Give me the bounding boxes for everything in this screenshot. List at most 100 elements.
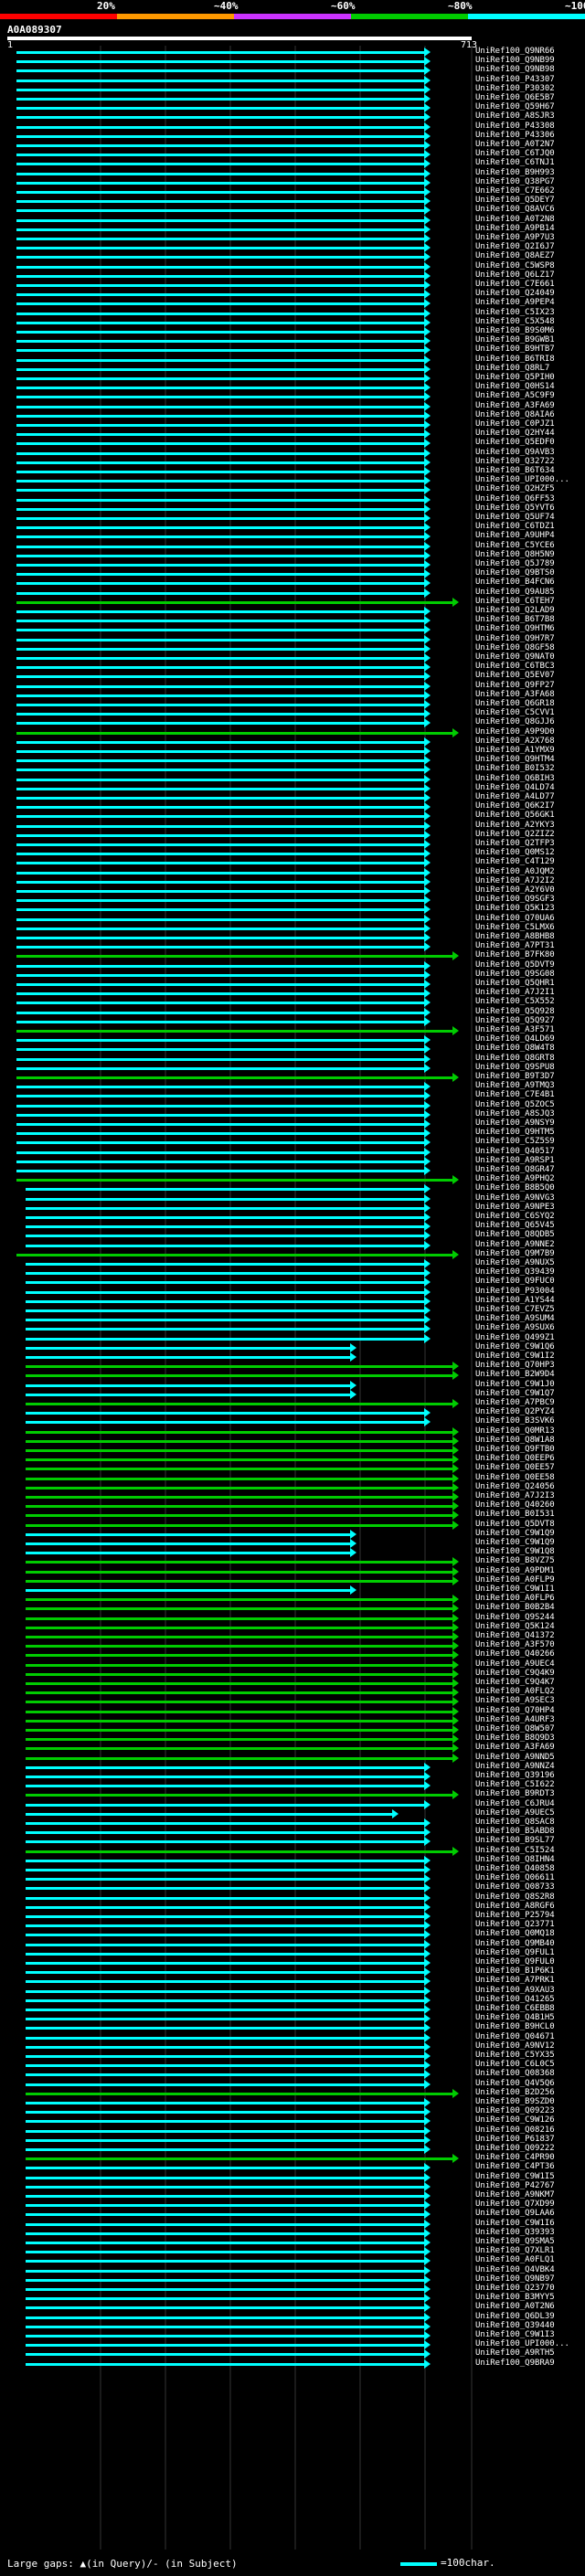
hit-id-link[interactable]: UniRef100_Q40517	[475, 1146, 555, 1156]
hit-id-link[interactable]: UniRef100_A0FLQ1	[475, 2255, 555, 2265]
hit-alignment-bar[interactable]	[26, 2213, 425, 2217]
hit-id-link[interactable]: UniRef100_B9T3D7	[475, 1072, 555, 1081]
hit-alignment-bar[interactable]	[26, 1272, 425, 1276]
hit-alignment-bar[interactable]	[16, 787, 425, 790]
hit-id-link[interactable]: UniRef100_A8BHB8	[475, 932, 555, 941]
hit-id-link[interactable]: UniRef100_B9H993	[475, 167, 555, 177]
hit-id-link[interactable]: UniRef100_Q5K123	[475, 904, 555, 914]
hit-alignment-bar[interactable]	[26, 2269, 425, 2273]
hit-id-link[interactable]: UniRef100_A3FA69	[475, 400, 555, 410]
hit-alignment-bar[interactable]	[16, 824, 425, 828]
hit-alignment-bar[interactable]	[16, 769, 425, 772]
hit-id-link[interactable]: UniRef100_C4T129	[475, 857, 555, 867]
hit-alignment-bar[interactable]	[16, 274, 425, 278]
hit-id-link[interactable]: UniRef100_C6TBC3	[475, 662, 555, 672]
hit-id-link[interactable]: UniRef100_A9PEP4	[475, 298, 555, 308]
hit-alignment-bar[interactable]	[26, 1206, 425, 1210]
hit-alignment-bar[interactable]	[26, 2344, 425, 2348]
hit-alignment-bar[interactable]	[16, 60, 425, 64]
hit-alignment-bar[interactable]	[16, 489, 425, 493]
hit-id-link[interactable]: UniRef100_Q2HZF5	[475, 484, 555, 494]
hit-alignment-bar[interactable]	[26, 1785, 425, 1788]
hit-alignment-bar[interactable]	[16, 471, 425, 473]
hit-id-link[interactable]: UniRef100_A0FLP6	[475, 1594, 555, 1604]
hit-alignment-bar[interactable]	[26, 1850, 452, 1853]
hit-id-link[interactable]: UniRef100_UPI000...	[475, 2339, 569, 2349]
hit-id-link[interactable]: UniRef100_C5YX35	[475, 2051, 555, 2060]
hit-alignment-bar[interactable]	[26, 1244, 425, 1247]
hit-alignment-bar[interactable]	[16, 1123, 425, 1126]
hit-id-link[interactable]: UniRef100_C6SYQ2	[475, 1212, 555, 1221]
hit-id-link[interactable]: UniRef100_C9W1Q9	[475, 1528, 555, 1538]
hit-alignment-bar[interactable]	[16, 564, 425, 567]
hit-id-link[interactable]: UniRef100_P30302	[475, 83, 555, 93]
hit-id-link[interactable]: UniRef100_A9NKM7	[475, 2190, 555, 2200]
hit-alignment-bar[interactable]	[16, 144, 425, 147]
hit-alignment-bar[interactable]	[26, 1523, 452, 1527]
hit-alignment-bar[interactable]	[16, 209, 425, 213]
hit-id-link[interactable]: UniRef100_A3FA69	[475, 1743, 555, 1753]
hit-alignment-bar[interactable]	[16, 722, 425, 726]
hit-alignment-bar[interactable]	[16, 125, 425, 129]
hit-id-link[interactable]: UniRef100_C7E662	[475, 186, 555, 196]
hit-id-link[interactable]: UniRef100_C9W1Q8	[475, 1547, 555, 1557]
hit-alignment-bar[interactable]	[16, 163, 425, 166]
hit-alignment-bar[interactable]	[26, 2335, 425, 2337]
hit-id-link[interactable]: UniRef100_A9RTH5	[475, 2348, 555, 2359]
hit-id-link[interactable]: UniRef100_B1P6K1	[475, 1966, 555, 1977]
hit-alignment-bar[interactable]	[16, 200, 425, 204]
hit-id-link[interactable]: UniRef100_C9W1I1	[475, 1585, 555, 1594]
hit-alignment-bar[interactable]	[26, 1989, 425, 1993]
hit-alignment-bar[interactable]	[26, 1319, 425, 1322]
hit-alignment-bar[interactable]	[16, 247, 425, 250]
hit-alignment-bar[interactable]	[26, 1915, 425, 1918]
hit-id-link[interactable]: UniRef100_Q8S2R8	[475, 1892, 555, 1902]
hit-alignment-bar[interactable]	[16, 134, 425, 138]
hit-id-link[interactable]: UniRef100_B9HCL0	[475, 2022, 555, 2032]
hit-id-link[interactable]: UniRef100_Q39196	[475, 1771, 555, 1780]
hit-id-link[interactable]: UniRef100_B9HTB7	[475, 345, 555, 355]
hit-alignment-bar[interactable]	[26, 1738, 452, 1742]
hit-alignment-bar[interactable]	[26, 1561, 452, 1564]
hit-alignment-bar[interactable]	[16, 238, 425, 240]
hit-id-link[interactable]: UniRef100_Q0EEP6	[475, 1454, 555, 1464]
hit-alignment-bar[interactable]	[26, 2260, 425, 2263]
hit-id-link[interactable]: UniRef100_C5X552	[475, 997, 555, 1007]
hit-alignment-bar[interactable]	[26, 1281, 425, 1285]
hit-id-link[interactable]: UniRef100_Q8RL7	[475, 363, 550, 373]
hit-alignment-bar[interactable]	[16, 517, 425, 520]
hit-id-link[interactable]: UniRef100_A8SJQ3	[475, 1108, 555, 1118]
hit-id-link[interactable]: UniRef100_Q56GK1	[475, 811, 555, 821]
hit-alignment-bar[interactable]	[16, 1066, 425, 1070]
hit-alignment-bar[interactable]	[16, 647, 425, 651]
hit-id-link[interactable]: UniRef100_Q9MB40	[475, 1938, 555, 1948]
hit-alignment-bar[interactable]	[16, 694, 425, 697]
hit-alignment-bar[interactable]	[26, 1589, 350, 1592]
hit-id-link[interactable]: UniRef100_C9W1Q7	[475, 1388, 555, 1398]
hit-alignment-bar[interactable]	[16, 349, 425, 353]
hit-id-link[interactable]: UniRef100_Q06611	[475, 1873, 555, 1883]
hit-alignment-bar[interactable]	[26, 1934, 425, 1937]
hit-id-link[interactable]: UniRef100_A2X768	[475, 736, 555, 746]
hit-id-link[interactable]: UniRef100_Q0MS12	[475, 848, 555, 858]
hit-id-link[interactable]: UniRef100_Q40858	[475, 1864, 555, 1873]
hit-alignment-bar[interactable]	[26, 1290, 425, 1294]
hit-alignment-bar[interactable]	[26, 1570, 452, 1574]
hit-id-link[interactable]: UniRef100_A2Y6V0	[475, 885, 555, 895]
hit-alignment-bar[interactable]	[16, 573, 425, 577]
hit-alignment-bar[interactable]	[16, 973, 425, 977]
hit-alignment-bar[interactable]	[16, 545, 425, 548]
hit-id-link[interactable]: UniRef100_Q6E5B7	[475, 93, 555, 102]
hit-alignment-bar[interactable]	[16, 265, 425, 269]
hit-id-link[interactable]: UniRef100_Q5YVT6	[475, 503, 555, 513]
hit-id-link[interactable]: UniRef100_UPI000...	[475, 475, 569, 485]
hit-alignment-bar[interactable]	[16, 1020, 425, 1023]
hit-id-link[interactable]: UniRef100_Q4LD69	[475, 1034, 555, 1044]
hit-id-link[interactable]: UniRef100_Q5QHR1	[475, 979, 555, 988]
hit-alignment-bar[interactable]	[26, 1710, 452, 1713]
hit-alignment-bar[interactable]	[16, 666, 425, 670]
hit-id-link[interactable]: UniRef100_Q9NB98	[475, 65, 555, 75]
hit-alignment-bar[interactable]	[26, 2222, 425, 2226]
hit-alignment-bar[interactable]	[16, 1170, 425, 1172]
hit-alignment-bar[interactable]	[16, 414, 425, 418]
